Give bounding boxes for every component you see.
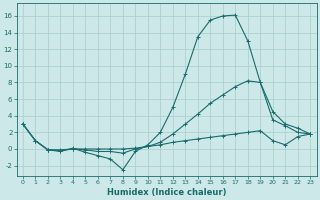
X-axis label: Humidex (Indice chaleur): Humidex (Indice chaleur) <box>107 188 226 197</box>
